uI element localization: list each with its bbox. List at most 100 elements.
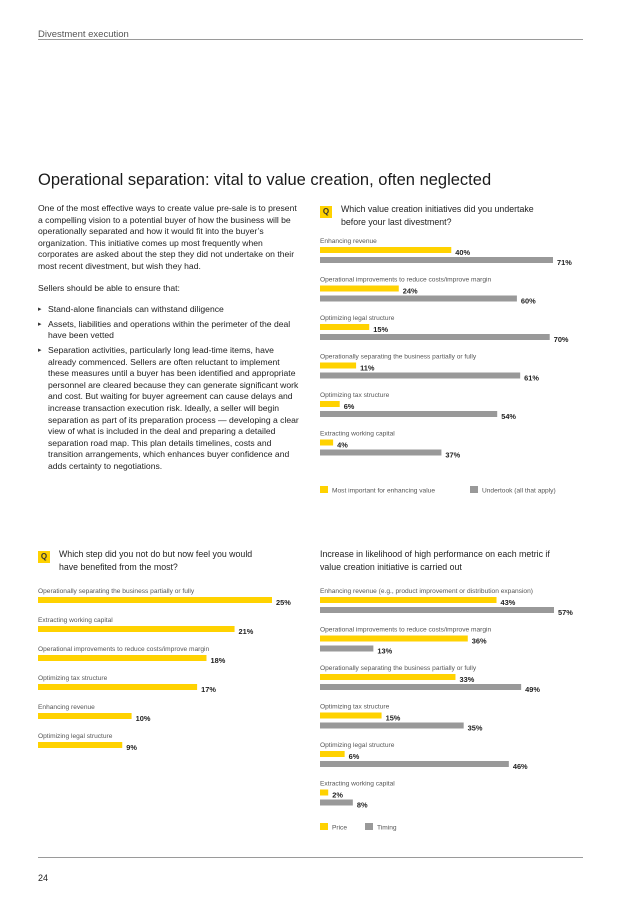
category-label: Extracting working capital [320,431,395,438]
data-label: 36% [472,637,487,646]
legend-swatch [320,486,328,493]
legend-label: Timing [377,825,397,832]
bar [320,674,456,680]
bar [320,439,334,446]
bar [320,334,550,340]
data-label: 15% [386,714,401,723]
section-label: Divestment execution [38,29,129,40]
bullet-item: Assets, liabilities and operations withi… [38,319,300,342]
data-label: 61% [524,374,539,383]
bar [320,401,340,407]
chart2-svg: Operationally separating the business pa… [38,588,291,752]
question-badge: Q [38,551,50,563]
category-label: Operational improvements to reduce costs… [38,646,209,653]
chart1-svg: Enhancing revenue 40% 71% Operational impro… [320,238,572,495]
chart3-svg: Enhancing revenue (e.g., product improve… [320,588,573,832]
question-badge: Q [320,206,332,218]
data-label: 37% [445,451,460,460]
body-paragraph: Sellers should be able to ensure that: [38,282,180,293]
category-label: Optimizing legal structure [320,742,395,749]
category-label: Operationally separating the business pa… [320,665,477,672]
data-label: 43% [501,598,516,607]
bar [320,645,374,652]
legend-swatch [320,823,328,830]
data-label: 35% [468,724,483,733]
category-label: Operational improvements to reduce costs… [320,627,491,634]
bar [38,655,207,661]
category-label: Operationally separating the business pa… [320,354,477,361]
legend-label: Most important for enhancing value [332,488,435,495]
data-label: 6% [344,402,355,411]
data-label: 49% [525,685,540,694]
data-label: 2% [332,791,343,800]
data-label: 25% [276,598,291,607]
bar [320,324,370,330]
bar [38,713,132,719]
category-label: Extracting working capital [38,617,113,624]
data-label: 10% [136,714,151,723]
bar [320,789,329,796]
legend-swatch [470,486,478,493]
data-label: 17% [201,685,216,694]
page-number: 24 [38,873,49,883]
data-label: 9% [126,743,137,752]
bar [320,247,452,253]
bar [38,742,123,748]
data-label: 15% [373,325,388,334]
data-label: 40% [455,248,470,257]
bar [320,411,498,417]
bar [320,372,521,379]
data-label: 54% [501,412,516,421]
bullet-item: Separation activities, particularly long… [38,345,300,473]
running-header: Divestment execution [38,24,583,40]
chart1-title: Which value creation initiatives did you… [341,204,534,227]
bar [320,712,382,719]
bar [320,751,345,757]
data-label: 46% [513,762,528,771]
bar [320,761,509,767]
bar [320,635,468,642]
bar [320,257,553,263]
data-label: 6% [349,752,360,761]
bar [320,722,464,729]
data-label: 57% [558,608,573,617]
category-label: Operational improvements to reduce costs… [320,277,491,284]
category-label: Enhancing revenue [38,704,95,711]
bar [38,684,198,690]
bar [320,362,357,369]
bar [320,285,399,292]
data-label: 4% [337,441,348,450]
data-label: 70% [554,335,569,344]
category-label: Enhancing revenue [320,238,377,245]
data-label: 71% [557,258,572,267]
bar [320,607,554,613]
data-label: 21% [239,627,254,636]
category-label: Optimizing tax structure [320,392,390,399]
bullet-list: Stand-alone financials can withstand dil… [38,304,300,472]
bullet-item: Stand-alone financials can withstand dil… [38,304,300,316]
bar [320,799,353,806]
bar [320,449,442,456]
chart3-title: Increase in likelihood of high performan… [320,549,550,572]
legend-label: Price [332,825,347,832]
category-label: Optimizing legal structure [320,315,395,322]
page-title: Operational separation: vital to value c… [38,171,492,189]
bar [38,626,235,632]
data-label: 11% [360,364,375,373]
chart2-title: Which step did you not do but now feel y… [59,549,253,572]
data-label: 33% [459,675,474,684]
legend-label: Undertook (all that apply) [482,488,556,495]
bar [320,295,517,302]
data-label: 24% [403,287,418,296]
data-label: 13% [377,647,392,656]
data-label: 8% [357,801,368,810]
category-label: Extracting working capital [320,781,395,788]
data-label: 60% [521,297,536,306]
bar [320,597,497,603]
data-label: 18% [210,656,225,665]
category-label: Optimizing tax structure [38,675,108,682]
legend-swatch [365,823,373,830]
category-label: Optimizing tax structure [320,704,390,711]
category-label: Enhancing revenue (e.g., product improve… [320,588,533,595]
category-label: Optimizing legal structure [38,733,113,740]
